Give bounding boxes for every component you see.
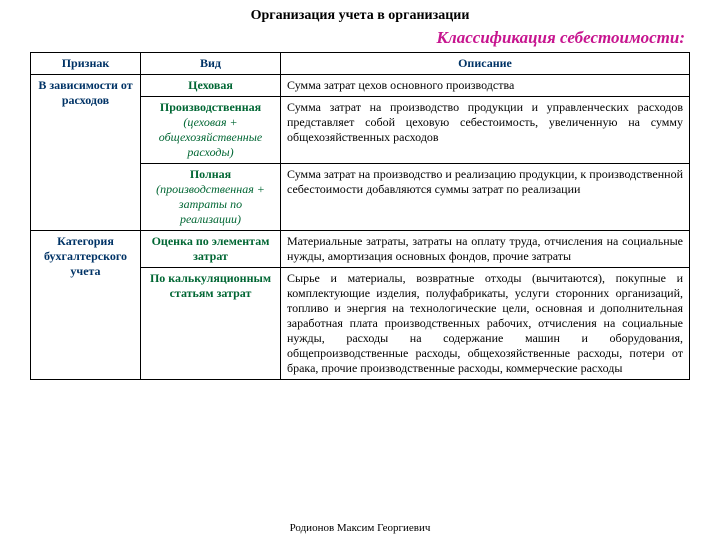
footer-author: Родионов Максим Георгиевич [0, 522, 720, 534]
type-cell: По калькуляционным статьям затрат [141, 268, 281, 380]
type-cell: Оценка по элементам затрат [141, 231, 281, 268]
type-main: Полная [190, 167, 231, 181]
col-header-type: Вид [141, 53, 281, 75]
group-label: Категория бухгалтерского учета [31, 231, 141, 380]
desc-cell: Сумма затрат цехов основного производств… [281, 75, 690, 97]
col-header-description: Описание [281, 53, 690, 75]
page-subtitle: Классификация себестоимости: [30, 28, 685, 48]
table-row: Категория бухгалтерского учета Оценка по… [31, 231, 690, 268]
desc-cell: Сырье и материалы, возвратные отходы (вы… [281, 268, 690, 380]
type-main: По калькуляционным статьям затрат [150, 271, 271, 300]
type-main: Цеховая [188, 78, 233, 92]
page-title: Организация учета в организации [30, 8, 690, 24]
table-row: В зависимости от расходов Цеховая Сумма … [31, 75, 690, 97]
classification-table: Признак Вид Описание В зависимости от ра… [30, 52, 690, 380]
group-label: В зависимости от расходов [31, 75, 141, 231]
type-sub: (цеховая + общехозяйственные расходы) [147, 115, 274, 160]
type-cell: Цеховая [141, 75, 281, 97]
type-cell: Производственная (цеховая + общехозяйств… [141, 97, 281, 164]
desc-cell: Материальные затраты, затраты на оплату … [281, 231, 690, 268]
type-cell: Полная (производственная + затраты по ре… [141, 164, 281, 231]
table-header-row: Признак Вид Описание [31, 53, 690, 75]
desc-cell: Сумма затрат на производство и реализаци… [281, 164, 690, 231]
slide-page: Организация учета в организации Классифи… [0, 0, 720, 540]
desc-cell: Сумма затрат на производство продукции и… [281, 97, 690, 164]
col-header-attribute: Признак [31, 53, 141, 75]
type-main: Производственная [160, 100, 261, 114]
type-main: Оценка по элементам затрат [152, 234, 270, 263]
type-sub: (производственная + затраты по реализаци… [147, 182, 274, 227]
